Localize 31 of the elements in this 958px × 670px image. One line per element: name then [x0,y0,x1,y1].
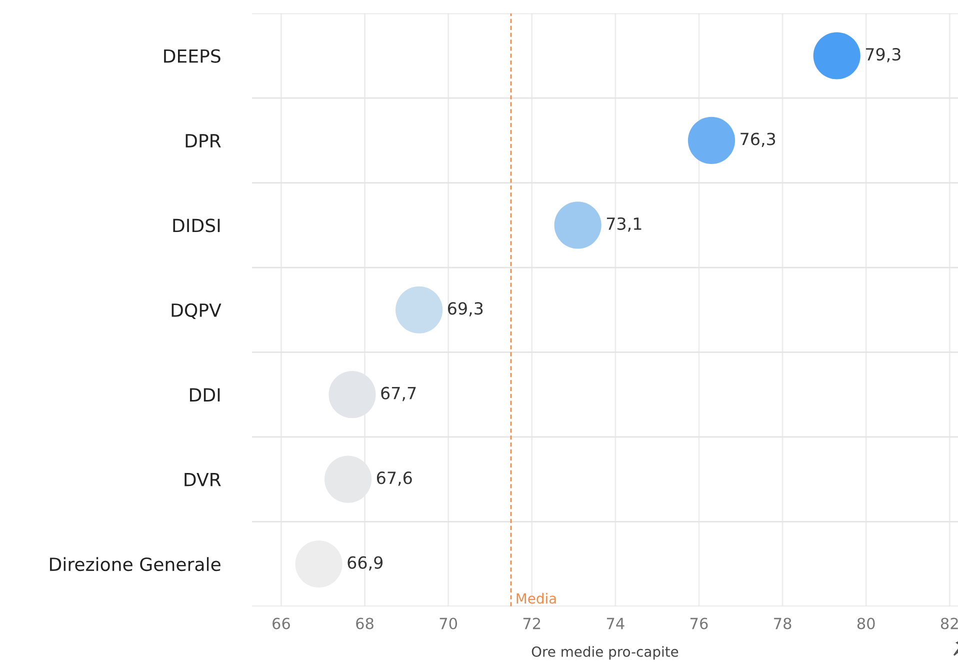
point [813,32,860,80]
y-tick-label: DQPV [172,303,222,320]
x-tick-label: 80 [857,618,875,630]
x-tick-label: 74 [606,618,624,630]
data-label: 66,9 [348,556,383,571]
point [554,202,602,249]
y-tick-label: DIDSI [173,218,220,232]
x-tick-label: 78 [774,618,792,630]
data-label: 76,3 [740,132,776,147]
x-tick-label: 68 [356,618,374,630]
y-tick-label: DDI [190,388,220,402]
data-label: 67,7 [381,386,416,402]
point [324,456,372,503]
x-tick-label: 66 [272,618,290,630]
y-tick-label: DVR [184,472,221,486]
x-tick-label: 70 [440,618,458,630]
data-label: 69,3 [448,302,483,316]
point [396,286,443,334]
x-tick-label: 82 [940,618,958,630]
x-tick-label: 76 [690,618,708,630]
x-tick-label: 72 [523,618,540,630]
y-tick-label: DPR [186,134,221,148]
data-label: 67,6 [376,472,412,486]
point [688,116,736,164]
point [328,371,376,418]
y-tick-label: DEEPS [164,49,220,63]
ref-line-label: Media [516,592,556,604]
y-tick-label: Direzione Generale [50,557,220,572]
data-label: 73,1 [606,217,642,232]
data-label: 79,3 [866,48,900,62]
x-axis-title: Ore medie pro-capite [532,646,678,660]
